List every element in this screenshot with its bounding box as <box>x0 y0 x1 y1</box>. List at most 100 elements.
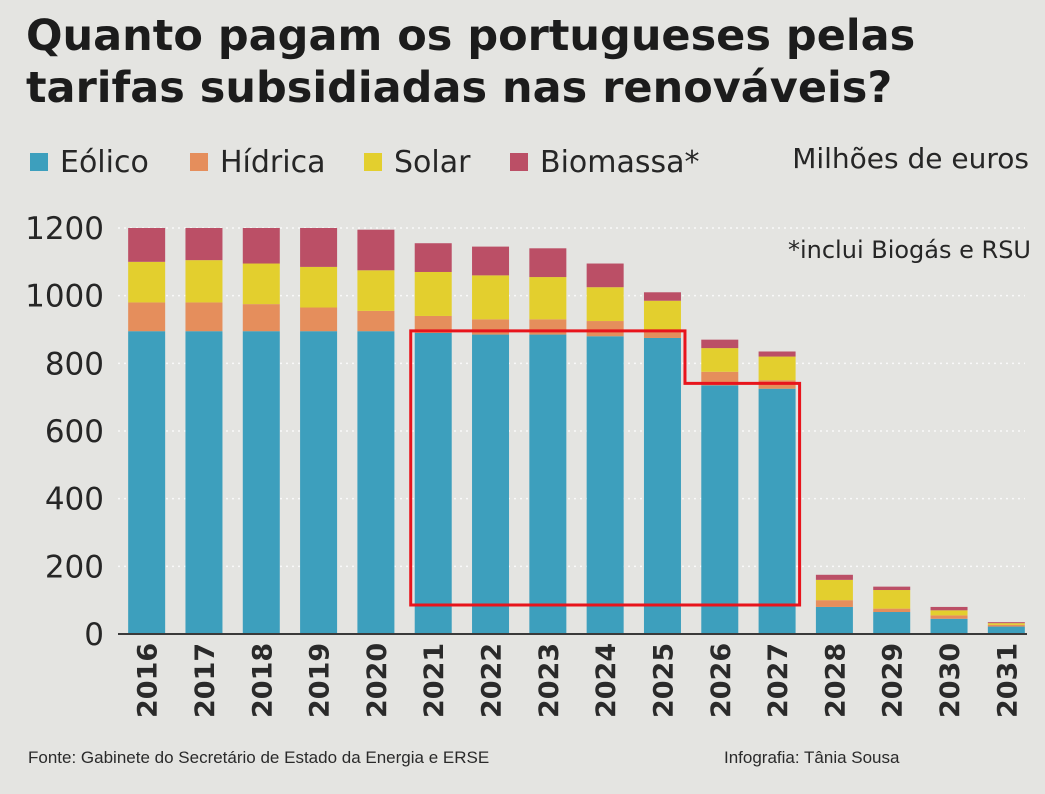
x-tick-label-2024: 2024 <box>591 643 622 718</box>
bar-hidrica-2019 <box>300 307 338 332</box>
footnote: *inclui Biogás e RSU <box>787 236 1031 264</box>
bar-eolico-2017 <box>185 331 223 634</box>
legend-label-hidrica: Hídrica <box>220 144 326 180</box>
bar-solar-2020 <box>357 270 395 311</box>
bar-eolico-2022 <box>472 334 510 634</box>
bar-biomassa-2021 <box>414 243 452 272</box>
legend-item-hidrica: Hídrica <box>190 142 325 182</box>
bar-biomassa-2029 <box>873 586 911 591</box>
bar-eolico-2025 <box>643 337 681 634</box>
bar-solar-2025 <box>643 300 681 330</box>
unit-label: Milhões de euros <box>792 142 1029 175</box>
x-tick-label-2023: 2023 <box>534 643 565 718</box>
bar-eolico-2018 <box>242 331 280 634</box>
legend-swatch-eolico <box>30 153 48 171</box>
bar-hidrica-2025 <box>643 329 681 338</box>
bar-hidrica-2030 <box>930 615 968 619</box>
bar-solar-2027 <box>758 356 796 381</box>
bar-eolico-2031 <box>987 626 1025 634</box>
legend-swatch-hidrica <box>190 153 208 171</box>
bar-biomassa-2019 <box>300 228 338 267</box>
bar-solar-2026 <box>701 348 739 372</box>
bar-hidrica-2024 <box>586 321 624 337</box>
y-tick-label-1000: 1000 <box>25 279 104 315</box>
x-tick-label-2020: 2020 <box>362 643 393 718</box>
bar-hidrica-2031 <box>987 624 1025 627</box>
bar-eolico-2016 <box>128 331 166 634</box>
x-tick-label-2022: 2022 <box>477 643 508 718</box>
legend-label-eolico: Eólico <box>60 144 149 180</box>
bar-hidrica-2021 <box>414 315 452 333</box>
legend-label-solar: Solar <box>394 144 471 180</box>
x-tick-label-2021: 2021 <box>419 643 450 718</box>
bar-eolico-2027 <box>758 388 796 634</box>
legend-item-biomassa: Biomassa* <box>510 142 700 182</box>
bar-eolico-2019 <box>300 331 338 634</box>
x-tick-label-2030: 2030 <box>935 643 966 718</box>
bar-biomassa-2030 <box>930 606 968 611</box>
x-tick-label-2018: 2018 <box>247 643 278 718</box>
bar-solar-2031 <box>987 623 1025 625</box>
y-tick-label-1200: 1200 <box>25 211 104 247</box>
bar-hidrica-2029 <box>873 608 911 613</box>
bar-eolico-2026 <box>701 385 739 634</box>
bar-hidrica-2016 <box>128 302 166 332</box>
bar-solar-2022 <box>472 275 510 320</box>
x-tick-label-2028: 2028 <box>820 643 851 718</box>
legend-swatch-solar <box>364 153 382 171</box>
bar-solar-2017 <box>185 260 223 303</box>
bar-hidrica-2028 <box>815 600 853 607</box>
chart-title: Quanto pagam os portugueses pelas tarifa… <box>26 10 1026 114</box>
bar-biomassa-2027 <box>758 351 796 357</box>
y-tick-label-800: 800 <box>45 346 104 382</box>
bar-solar-2016 <box>128 261 166 303</box>
chart-title-line-1: Quanto pagam os portugueses pelas <box>26 11 916 61</box>
bar-biomassa-2028 <box>815 574 853 580</box>
bar-biomassa-2020 <box>357 229 395 271</box>
bar-eolico-2030 <box>930 618 968 634</box>
bar-biomassa-2017 <box>185 228 223 261</box>
bar-biomassa-2023 <box>529 248 567 278</box>
bar-biomassa-2025 <box>643 292 681 301</box>
bar-solar-2030 <box>930 610 968 616</box>
bar-hidrica-2018 <box>242 304 280 332</box>
bar-solar-2029 <box>873 590 911 609</box>
bar-biomassa-2022 <box>472 246 510 276</box>
bar-eolico-2028 <box>815 606 853 634</box>
bar-eolico-2021 <box>414 332 452 634</box>
bar-biomassa-2016 <box>128 228 166 262</box>
legend-item-eolico: Eólico <box>30 142 149 182</box>
bar-biomassa-2031 <box>987 622 1025 624</box>
legend-item-solar: Solar <box>364 142 470 182</box>
y-tick-label-600: 600 <box>45 414 104 450</box>
x-tick-label-2031: 2031 <box>992 643 1023 718</box>
highlight-outline <box>409 329 802 607</box>
x-tick-label-2027: 2027 <box>763 643 794 718</box>
bar-solar-2021 <box>414 271 452 316</box>
x-tick-label-2029: 2029 <box>878 643 909 718</box>
bar-hidrica-2020 <box>357 310 395 332</box>
bar-biomassa-2018 <box>242 228 280 264</box>
x-tick-label-2019: 2019 <box>305 643 336 718</box>
bar-eolico-2020 <box>357 331 395 634</box>
y-tick-label-400: 400 <box>45 482 104 518</box>
x-tick-label-2026: 2026 <box>706 643 737 718</box>
bar-solar-2023 <box>529 277 567 320</box>
bar-solar-2018 <box>242 263 280 305</box>
bar-solar-2028 <box>815 579 853 601</box>
bar-biomassa-2024 <box>586 263 624 288</box>
x-tick-label-2016: 2016 <box>133 643 164 718</box>
bar-eolico-2023 <box>529 334 567 634</box>
legend-label-biomassa: Biomassa* <box>540 144 700 180</box>
y-tick-label-200: 200 <box>45 549 104 585</box>
credit-note: Infografia: Tânia Sousa <box>724 748 900 767</box>
y-tick-label-0: 0 <box>84 617 104 653</box>
x-tick-label-2025: 2025 <box>648 643 679 718</box>
source-note: Fonte: Gabinete do Secretário de Estado … <box>28 748 490 767</box>
chart-title-line-2: tarifas subsidiadas nas renováveis? <box>26 63 893 113</box>
bar-solar-2024 <box>586 287 624 322</box>
bar-biomassa-2026 <box>701 339 739 349</box>
legend-swatch-biomassa <box>510 153 528 171</box>
bar-solar-2019 <box>300 266 338 308</box>
